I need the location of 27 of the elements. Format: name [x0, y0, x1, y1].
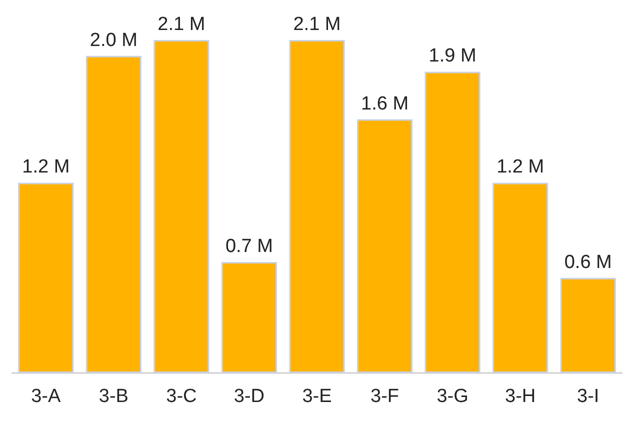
x-tick-label: 3-H: [505, 386, 536, 407]
data-label: 0.7 M: [225, 236, 273, 257]
x-tick-label: 3-E: [302, 386, 332, 407]
data-label: 2.0 M: [90, 30, 138, 51]
data-label: 2.1 M: [158, 14, 206, 35]
data-label: 0.6 M: [564, 252, 612, 273]
data-label: 1.2 M: [22, 156, 70, 178]
bar: [424, 72, 480, 373]
x-tick-label: 3-B: [98, 386, 128, 407]
data-label: 1.9 M: [428, 46, 476, 67]
x-tick-label: 3-D: [234, 386, 265, 407]
data-label: 2.1 M: [293, 14, 341, 35]
bar: [492, 182, 548, 373]
bar: [289, 40, 345, 373]
bar: [18, 182, 74, 373]
bar: [560, 278, 616, 373]
bar: [86, 56, 142, 373]
x-tick-label: 3-G: [436, 386, 468, 407]
bar: [154, 40, 210, 373]
x-tick-label: 3-I: [577, 386, 600, 407]
x-tick-label: 3-A: [31, 386, 61, 407]
bar: [356, 119, 413, 373]
x-tick-label: 3-C: [166, 386, 197, 407]
data-label: 1.2 M: [496, 156, 544, 178]
bar: [221, 262, 278, 373]
data-label: 1.6 M: [361, 93, 409, 114]
x-tick-label: 3-F: [370, 386, 400, 407]
